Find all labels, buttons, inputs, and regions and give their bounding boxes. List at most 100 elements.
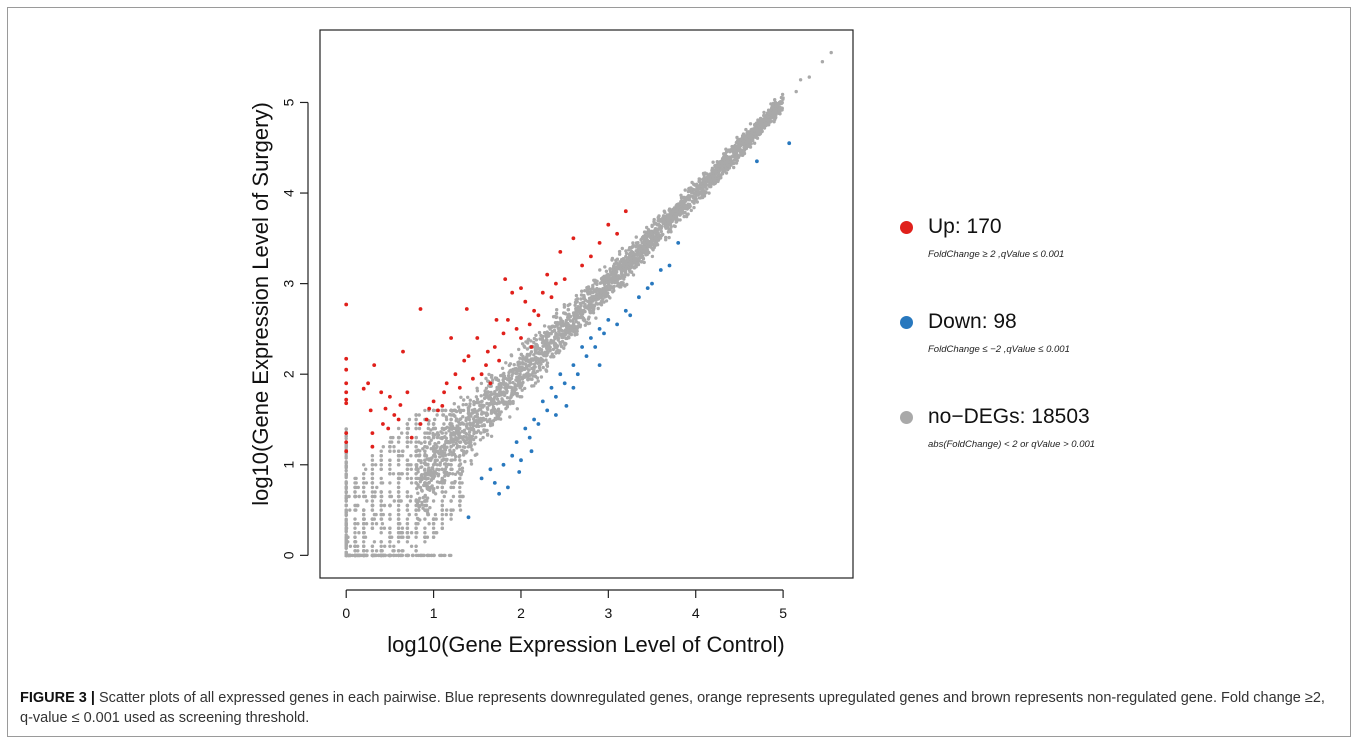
no-degs-point: [478, 418, 482, 422]
no-degs-point: [396, 426, 401, 431]
no-degs-point: [505, 396, 510, 400]
no-degs-point: [644, 253, 648, 257]
no-degs-point: [599, 281, 603, 285]
no-degs-point: [595, 302, 600, 306]
no-degs-point: [462, 422, 466, 426]
no-degs-point: [414, 445, 418, 449]
no-degs-point: [758, 120, 762, 124]
up-point: [370, 431, 375, 435]
no-degs-point: [594, 298, 598, 302]
no-degs-point: [538, 368, 542, 372]
down-point: [466, 515, 471, 520]
no-degs-point: [401, 535, 405, 539]
no-degs-point: [686, 212, 690, 216]
no-degs-point: [450, 467, 454, 471]
no-degs-point: [542, 331, 547, 335]
no-degs-point: [344, 460, 348, 464]
no-degs-point: [388, 463, 392, 467]
no-degs-point: [440, 490, 444, 494]
no-degs-point: [411, 553, 415, 558]
no-degs-point: [498, 392, 502, 396]
no-degs-point: [649, 245, 653, 249]
no-degs-point: [426, 422, 431, 426]
no-degs-point: [453, 408, 457, 413]
no-degs-point: [559, 344, 564, 349]
no-degs-point: [643, 242, 647, 246]
no-degs-point: [425, 463, 430, 467]
no-degs-point: [348, 508, 352, 512]
no-degs-point: [365, 553, 369, 558]
no-degs-point: [396, 503, 401, 508]
no-degs-point: [424, 454, 429, 458]
no-degs-point: [732, 165, 736, 170]
down-point: [637, 295, 641, 300]
no-degs-point: [379, 503, 383, 508]
no-degs-point: [431, 408, 436, 413]
y-tick-label: 3: [281, 280, 297, 288]
no-degs-point: [431, 522, 436, 526]
no-degs-point: [473, 442, 477, 446]
no-degs-point: [512, 363, 516, 367]
no-degs-point: [379, 517, 383, 521]
no-degs-point: [702, 177, 706, 181]
no-degs-point: [605, 284, 610, 288]
no-degs-point: [396, 485, 401, 490]
down-point: [527, 435, 532, 440]
no-degs-point: [353, 531, 357, 535]
no-degs-point: [609, 273, 613, 277]
no-degs-point: [758, 116, 763, 121]
no-degs-point: [431, 433, 435, 437]
no-degs-point: [405, 458, 410, 462]
no-degs-point: [344, 466, 348, 470]
no-degs-point: [388, 472, 392, 476]
no-degs-point: [624, 260, 628, 265]
no-degs-point: [449, 517, 453, 521]
no-degs-point: [370, 517, 375, 521]
no-degs-point: [379, 553, 384, 558]
up-point: [571, 236, 576, 241]
no-degs-point: [634, 235, 638, 239]
no-degs-point: [344, 510, 348, 514]
up-point: [405, 390, 410, 395]
no-degs-point: [379, 463, 383, 467]
up-point: [381, 422, 385, 426]
x-tick-label: 4: [692, 605, 700, 621]
no-degs-point: [467, 430, 472, 434]
no-degs-point: [770, 110, 775, 115]
no-degs-point: [431, 422, 436, 426]
no-degs-point: [491, 410, 495, 414]
up-point: [527, 322, 532, 327]
no-degs-point: [399, 553, 403, 558]
no-degs-point: [556, 322, 560, 326]
no-degs-point: [396, 463, 401, 467]
no-degs-point: [544, 335, 549, 339]
no-degs-point: [598, 268, 602, 272]
down-point: [506, 485, 510, 490]
no-degs-point: [752, 127, 756, 131]
up-point: [558, 250, 563, 254]
no-degs-point: [362, 522, 366, 526]
no-degs-point: [579, 308, 584, 313]
no-degs-point: [344, 527, 348, 531]
no-degs-point: [460, 466, 465, 470]
no-degs-point: [392, 544, 396, 548]
no-degs-point: [388, 445, 392, 449]
no-degs-point: [398, 476, 402, 481]
no-degs-point: [489, 402, 493, 406]
no-degs-point: [498, 412, 502, 417]
no-degs-point: [414, 467, 418, 471]
no-degs-point: [364, 522, 369, 526]
no-degs-point: [518, 356, 522, 360]
no-degs-point: [405, 472, 410, 476]
no-degs-point: [550, 354, 554, 359]
no-degs-point: [440, 408, 444, 413]
no-degs-point: [495, 394, 499, 398]
no-degs-point: [464, 451, 468, 455]
no-degs-point: [573, 315, 577, 319]
no-degs-point: [569, 332, 574, 337]
no-degs-point: [672, 224, 676, 228]
no-degs-point: [583, 323, 587, 327]
no-degs-point: [440, 517, 444, 521]
caption-text: Scatter plots of all expressed genes in …: [20, 690, 1325, 726]
no-degs-point: [458, 458, 462, 462]
